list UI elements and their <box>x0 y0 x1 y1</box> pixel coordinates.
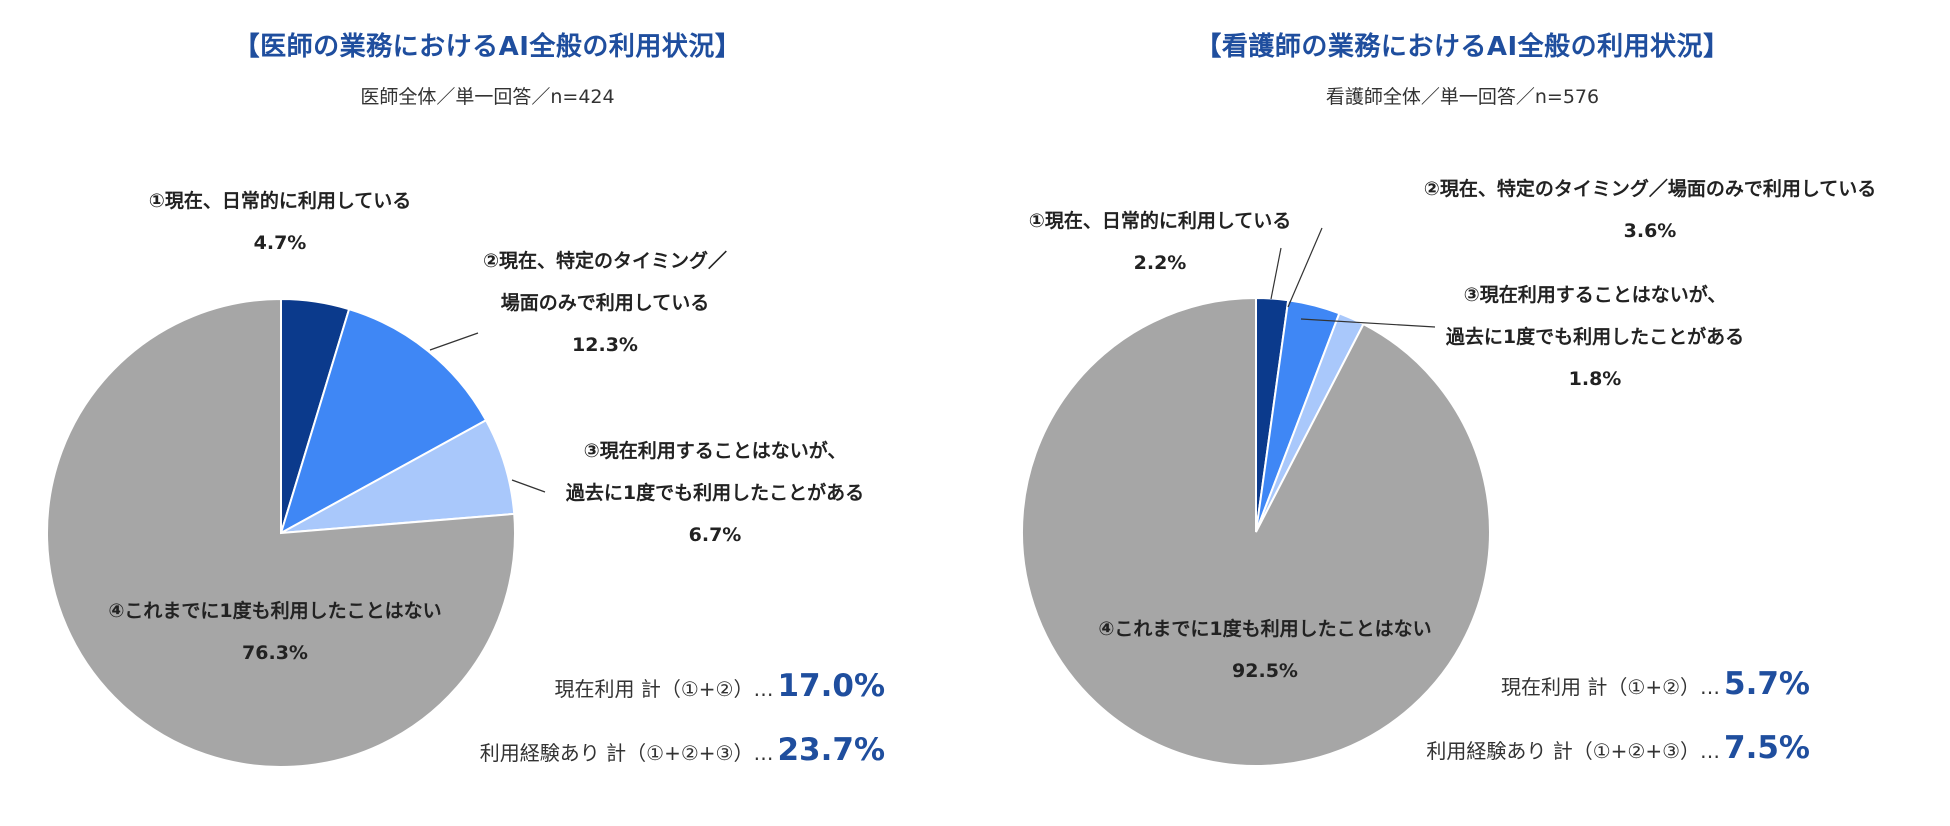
chart-title: 【看護師の業務におけるAI全般の利用状況】 <box>1195 32 1730 62</box>
nurse-chart-panel: 【看護師の業務におけるAI全般の利用状況】 看護師全体／単一回答／n=576 ①… <box>975 0 1950 826</box>
pie-chart <box>46 297 546 768</box>
slice-label-1: ①現在、日常的に利用している 2.2% <box>1028 210 1292 274</box>
leader-line-1 <box>1270 247 1282 300</box>
slice-label-2: ②現在、特定のタイミング／場面のみで利用している 3.6% <box>1423 178 1877 242</box>
slice-label-2: ②現在、特定のタイミング／ 場面のみで利用している 12.3% <box>482 250 728 356</box>
slice-label-4: ④これまでに1度も利用したことはない 76.3% <box>108 600 442 664</box>
pie-slice-2 <box>279 307 488 536</box>
slice-label-1: ①現在、日常的に利用している 4.7% <box>148 190 412 254</box>
summary-current-use: 現在利用 計（①+②）… 5.7% <box>1501 666 1810 702</box>
leader-line-3 <box>1300 318 1436 328</box>
summary-current-use: 現在利用 計（①+②）… 17.0% <box>554 668 885 704</box>
chart-subtitle: 医師全体／単一回答／n=424 <box>360 86 615 108</box>
leader-line-2 <box>429 332 479 351</box>
summary-experience: 利用経験あり 計（①+②+③）… 23.7% <box>479 732 885 768</box>
doctor-chart-panel: 【医師の業務におけるAI全般の利用状況】 医師全体／単一回答／n=424 ①現在… <box>46 32 885 768</box>
slice-label-3: ③現在利用することはないが、 過去に1度でも利用したことがある 6.7% <box>565 440 865 546</box>
summary-experience: 利用経験あり 計（①+②+③）… 7.5% <box>1426 730 1810 766</box>
leader-line-2 <box>1287 227 1323 308</box>
chart-title: 【医師の業務におけるAI全般の利用状況】 <box>233 32 742 62</box>
pie-slice-4 <box>46 297 516 768</box>
pie-slice-4 <box>1021 296 1491 767</box>
chart-subtitle: 看護師全体／単一回答／n=576 <box>1325 86 1600 108</box>
pie-chart <box>1021 227 1491 767</box>
slice-label-3: ③現在利用することはないが、 過去に1度でも利用したことがある 1.8% <box>1445 284 1745 390</box>
slice-label-4: ④これまでに1度も利用したことはない 92.5% <box>1098 618 1432 682</box>
leader-line-3 <box>511 479 546 493</box>
